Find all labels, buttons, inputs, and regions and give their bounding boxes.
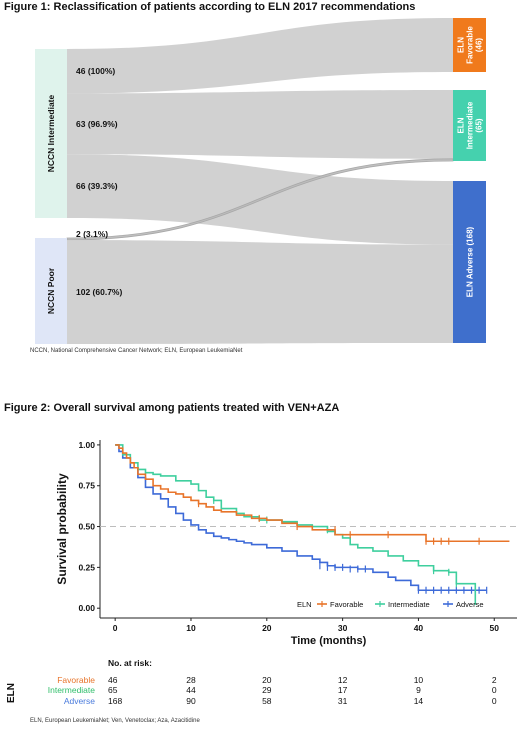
x-tick-label: 30 (338, 623, 348, 633)
risk-table-value: 0 (492, 685, 497, 695)
risk-table-value: 65 (108, 685, 118, 695)
sankey-source-label: NCCN Intermediate (46, 95, 56, 173)
sankey-target-label: ELN Adverse (168) (466, 226, 475, 297)
figure2-title: Figure 2: Overall survival among patient… (4, 402, 340, 414)
legend-title: ELN (297, 600, 312, 609)
x-tick-label: 20 (262, 623, 272, 633)
figure1-footnote: NCCN, National Comprehensive Cancer Netw… (30, 348, 243, 354)
risk-table-value: 20 (262, 675, 272, 685)
risk-table-value: 44 (186, 685, 196, 695)
x-tick-label: 50 (490, 623, 500, 633)
x-axis-label: Time (months) (291, 635, 367, 647)
sankey-flow-label: 63 (96.9%) (76, 119, 118, 129)
sankey-source-node-nccn-poor (35, 238, 67, 344)
sankey-source-label: NCCN Poor (46, 267, 56, 314)
risk-table-value: 10 (414, 675, 424, 685)
y-tick-label: 0.50 (78, 522, 95, 532)
risk-table-value: 90 (186, 696, 196, 706)
sankey-flow-nccn-intermediate-to-eln-intermediate-65 (67, 90, 453, 159)
risk-table-value: 12 (338, 675, 348, 685)
risk-table-strata-label: ELN (6, 683, 17, 703)
risk-table-value: 17 (338, 685, 348, 695)
risk-table-value: 2 (492, 675, 497, 685)
survival-curve-favorable (115, 444, 510, 543)
survival-curve-adverse (115, 444, 487, 592)
risk-table-value: 14 (414, 696, 424, 706)
risk-table-row-label-adverse: Adverse (64, 696, 95, 706)
legend-label-favorable: Favorable (330, 600, 363, 609)
y-tick-label: 1.00 (78, 440, 95, 450)
sankey-flow-label: 66 (39.3%) (76, 181, 118, 191)
risk-table-row-label-intermediate: Intermediate (48, 685, 96, 695)
y-tick-label: 0.25 (78, 562, 95, 572)
risk-table-value: 31 (338, 696, 348, 706)
y-tick-label: 0.00 (78, 603, 95, 613)
risk-table-row-label-favorable: Favorable (57, 675, 95, 685)
risk-table-value: 29 (262, 685, 272, 695)
risk-table-value: 0 (492, 696, 497, 706)
survival-curve-intermediate (115, 444, 477, 605)
sankey-target-node-eln-adverse-168 (453, 181, 486, 343)
sankey-chart: 46 (100%) 63 (96.9%) 66 (39.3%) 2 (3.1%) 102… (35, 18, 486, 344)
x-tick-label: 40 (414, 623, 424, 633)
sankey-target-label: ELNFavorable(46) (457, 26, 484, 64)
sankey-target-node-eln-intermediate-65 (453, 90, 486, 161)
figure1-title: Figure 1: Reclassification of patients a… (4, 1, 416, 13)
x-tick-label: 10 (186, 623, 196, 633)
sankey-source-node-nccn-intermediate (35, 49, 67, 218)
figure2-footnote: ELN, European LeukemiaNet; Ven, Venetocl… (30, 718, 200, 724)
legend-label-intermediate: Intermediate (388, 600, 430, 609)
risk-table-value: 9 (416, 685, 421, 695)
risk-table-value: 46 (108, 675, 118, 685)
legend-label-adverse: Adverse (456, 600, 484, 609)
sankey-flow-label: 2 (3.1%) (76, 229, 108, 239)
risk-table-value: 58 (262, 696, 272, 706)
sankey-flow-label: 102 (60.7%) (76, 287, 122, 297)
sankey-flow-nccn-intermediate-to-eln-favorable-46 (67, 18, 453, 94)
sankey-flow-label: 46 (100%) (76, 66, 115, 76)
risk-table-value: 168 (108, 696, 122, 706)
y-tick-label: 0.75 (78, 481, 95, 491)
risk-table-title: No. at risk: (108, 658, 152, 668)
x-tick-label: 0 (113, 623, 118, 633)
sankey-target-node-eln-favorable-46 (453, 18, 486, 72)
y-axis-label: Survival probability (55, 473, 69, 585)
sankey-flow-nccn-poor-to-eln-adverse-168 (67, 240, 453, 344)
risk-table-value: 28 (186, 675, 196, 685)
sankey-target-label: ELNIntermediate(65) (457, 101, 484, 149)
